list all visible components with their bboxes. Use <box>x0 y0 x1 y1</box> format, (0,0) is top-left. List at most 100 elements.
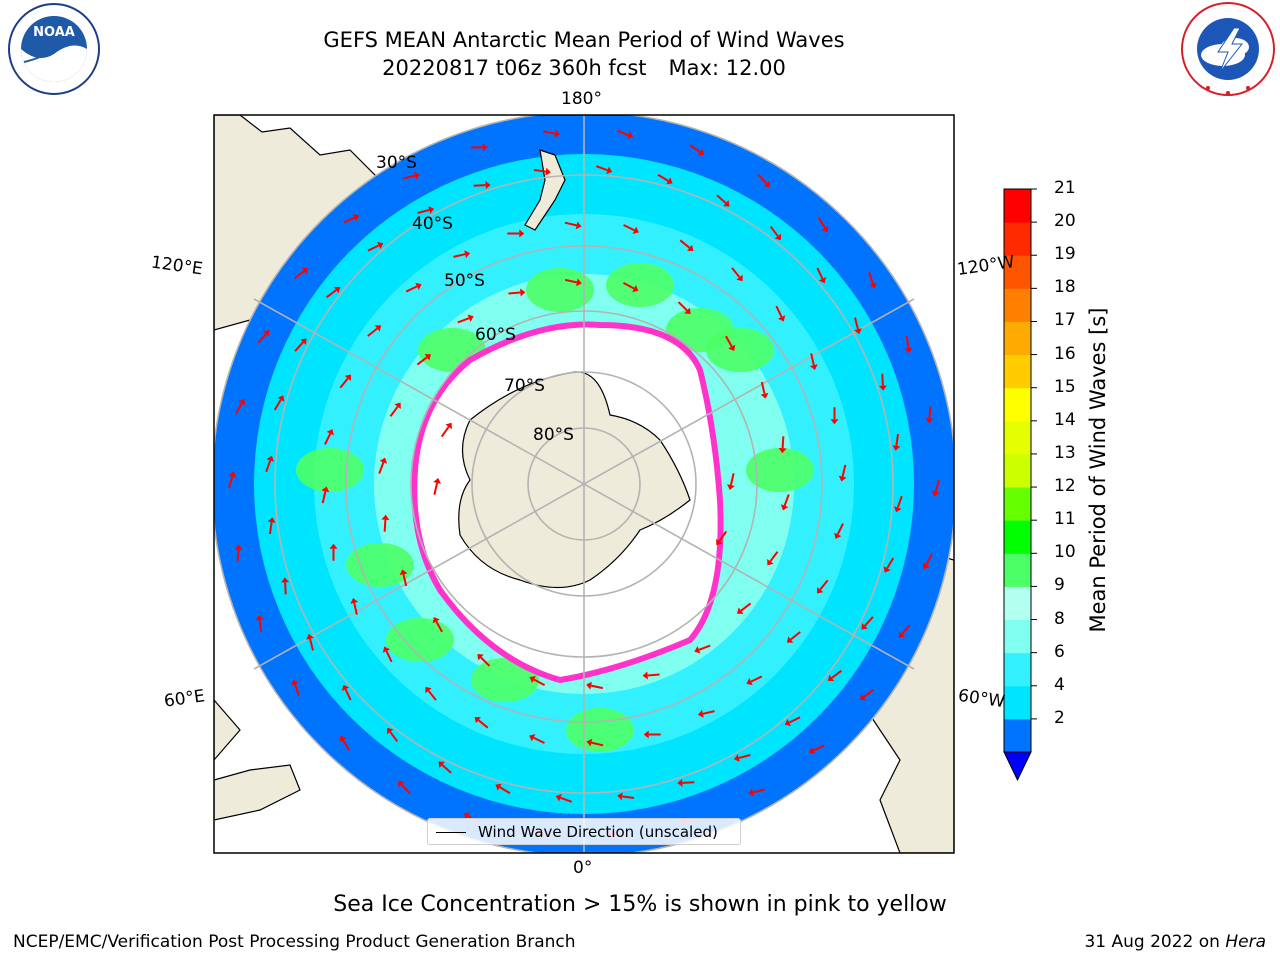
wave-direction-arrow <box>343 213 360 224</box>
high-period-patch <box>471 658 539 702</box>
chart-subtitle: 20220817 t06z 360h fcst Max: 12.00 <box>382 55 786 81</box>
wind-wave-arrows <box>228 129 940 839</box>
wave-direction-arrow <box>438 761 452 774</box>
wave-direction-arrow <box>564 221 582 230</box>
legend-line-swatch <box>436 832 466 833</box>
colorbar-tick-label: 21 <box>1054 178 1076 198</box>
max-value: Max: 12.00 <box>668 56 786 80</box>
colorbar-band <box>1004 288 1031 322</box>
wave-direction-arrow <box>507 229 525 238</box>
colorbar-band <box>1004 354 1031 389</box>
wave-direction-arrow <box>780 494 790 511</box>
map-frame-content <box>214 115 954 853</box>
colorbar-tick-label: 2 <box>1054 707 1065 728</box>
wave-direction-arrow <box>854 317 862 335</box>
wave-direction-arrow <box>623 224 639 234</box>
wave-direction-arrow <box>725 335 736 351</box>
colorbar-band <box>1004 619 1031 654</box>
wave-direction-arrow <box>898 624 911 638</box>
wave-direction-arrow <box>529 734 545 744</box>
colorbar-tick-label: 19 <box>1054 244 1076 265</box>
colorbar-tick-label: 4 <box>1054 674 1065 695</box>
colorbar-tick-label: 16 <box>1054 343 1076 364</box>
wave-direction-arrow <box>474 717 489 729</box>
wave-direction-arrow <box>228 471 237 489</box>
colorbar <box>1003 188 1037 782</box>
wave-direction-arrow <box>367 241 384 252</box>
colorbar-outline <box>1003 188 1032 753</box>
colorbar-title: Mean Period of Wind Waves [s] <box>1086 307 1110 633</box>
colorbar-tick-label: 15 <box>1054 376 1076 397</box>
wave-direction-arrow <box>321 486 330 504</box>
wave-direction-arrow <box>382 646 393 663</box>
high-period-patch <box>296 448 364 492</box>
chart-title: GEFS MEAN Antarctic Mean Period of Wind … <box>323 28 845 52</box>
wave-direction-arrow <box>453 250 471 259</box>
lat-label-50s: 50°S <box>444 271 485 291</box>
colorbar-band <box>1004 222 1031 256</box>
wave-direction-arrow <box>529 675 546 687</box>
wave-direction-arrow <box>925 406 934 424</box>
longitude-line <box>253 298 915 670</box>
wave-direction-arrow <box>737 602 752 614</box>
wave-direction-arrow <box>477 653 491 667</box>
colorbar-tick-label: 13 <box>1054 442 1076 463</box>
wave-direction-arrow <box>622 281 639 293</box>
wave-direction-arrow <box>273 395 285 411</box>
wave-direction-arrow <box>533 167 551 176</box>
wave-direction-arrow <box>306 633 314 651</box>
wave-direction-arrow <box>816 267 827 284</box>
colorbar-tick-label: 20 <box>1054 211 1076 232</box>
wave-direction-arrow <box>617 129 634 139</box>
nws-logo <box>1181 2 1275 96</box>
lon-label-180: 180° <box>561 89 602 109</box>
noaa-logo: NOAA <box>8 3 100 95</box>
wave-direction-arrow <box>367 325 382 337</box>
wave-direction-arrow <box>543 129 560 138</box>
colorbar-band <box>1004 189 1031 223</box>
wave-direction-arrow <box>894 495 903 513</box>
wave-direction-arrow <box>339 735 351 751</box>
wave-direction-arrow <box>416 354 431 366</box>
wave-direction-arrow <box>904 336 913 354</box>
wave-direction-arrow <box>861 616 874 630</box>
wave-direction-arrow <box>473 181 491 190</box>
wave-direction-arrow <box>386 727 399 743</box>
wave-direction-arrow <box>265 455 274 473</box>
run-info: 20220817 t06z 360h fcst <box>382 56 647 80</box>
wave-direction-arrow <box>748 788 765 797</box>
wave-direction-arrow <box>694 644 711 654</box>
wave-direction-arrow <box>586 681 604 690</box>
wave-direction-arrow <box>586 738 604 747</box>
wave-direction-arrow <box>727 473 735 490</box>
wave-direction-arrow <box>716 194 730 207</box>
wave-direction-arrow <box>657 173 673 185</box>
colorbar-band <box>1004 420 1031 455</box>
wave-direction-arrow <box>733 754 751 762</box>
footer-date-text: 31 Aug 2022 on <box>1084 932 1226 952</box>
high-period-patch <box>386 618 454 662</box>
colorbar-band <box>1004 718 1031 753</box>
wave-direction-arrow <box>399 569 408 587</box>
legend-label: Wind Wave Direction (unscaled) <box>478 823 718 841</box>
wave-direction-arrow <box>808 744 825 755</box>
wave-direction-arrow <box>595 165 613 174</box>
colorbar-under-triangle <box>1003 751 1032 782</box>
wave-direction-arrow <box>697 709 715 718</box>
wave-direction-arrow <box>325 286 341 299</box>
wave-direction-arrow <box>769 225 782 241</box>
wave-direction-arrow <box>817 579 829 594</box>
wave-direction-arrow <box>417 206 435 214</box>
colorbar-band <box>1004 652 1031 687</box>
sea-ice-note: Sea Ice Concentration > 15% is shown in … <box>333 892 947 917</box>
high-period-patch <box>606 263 674 307</box>
wave-direction-arrow <box>784 716 801 727</box>
footer-machine: Hera <box>1225 932 1266 952</box>
wave-direction-arrow <box>883 557 895 573</box>
high-period-patch <box>746 448 814 492</box>
wave-direction-arrow <box>339 374 351 389</box>
lat-label-30s: 30°S <box>376 153 417 173</box>
lat-label-40s: 40°S <box>412 214 453 234</box>
wave-direction-arrow <box>767 551 779 566</box>
wave-direction-arrow <box>838 464 847 482</box>
